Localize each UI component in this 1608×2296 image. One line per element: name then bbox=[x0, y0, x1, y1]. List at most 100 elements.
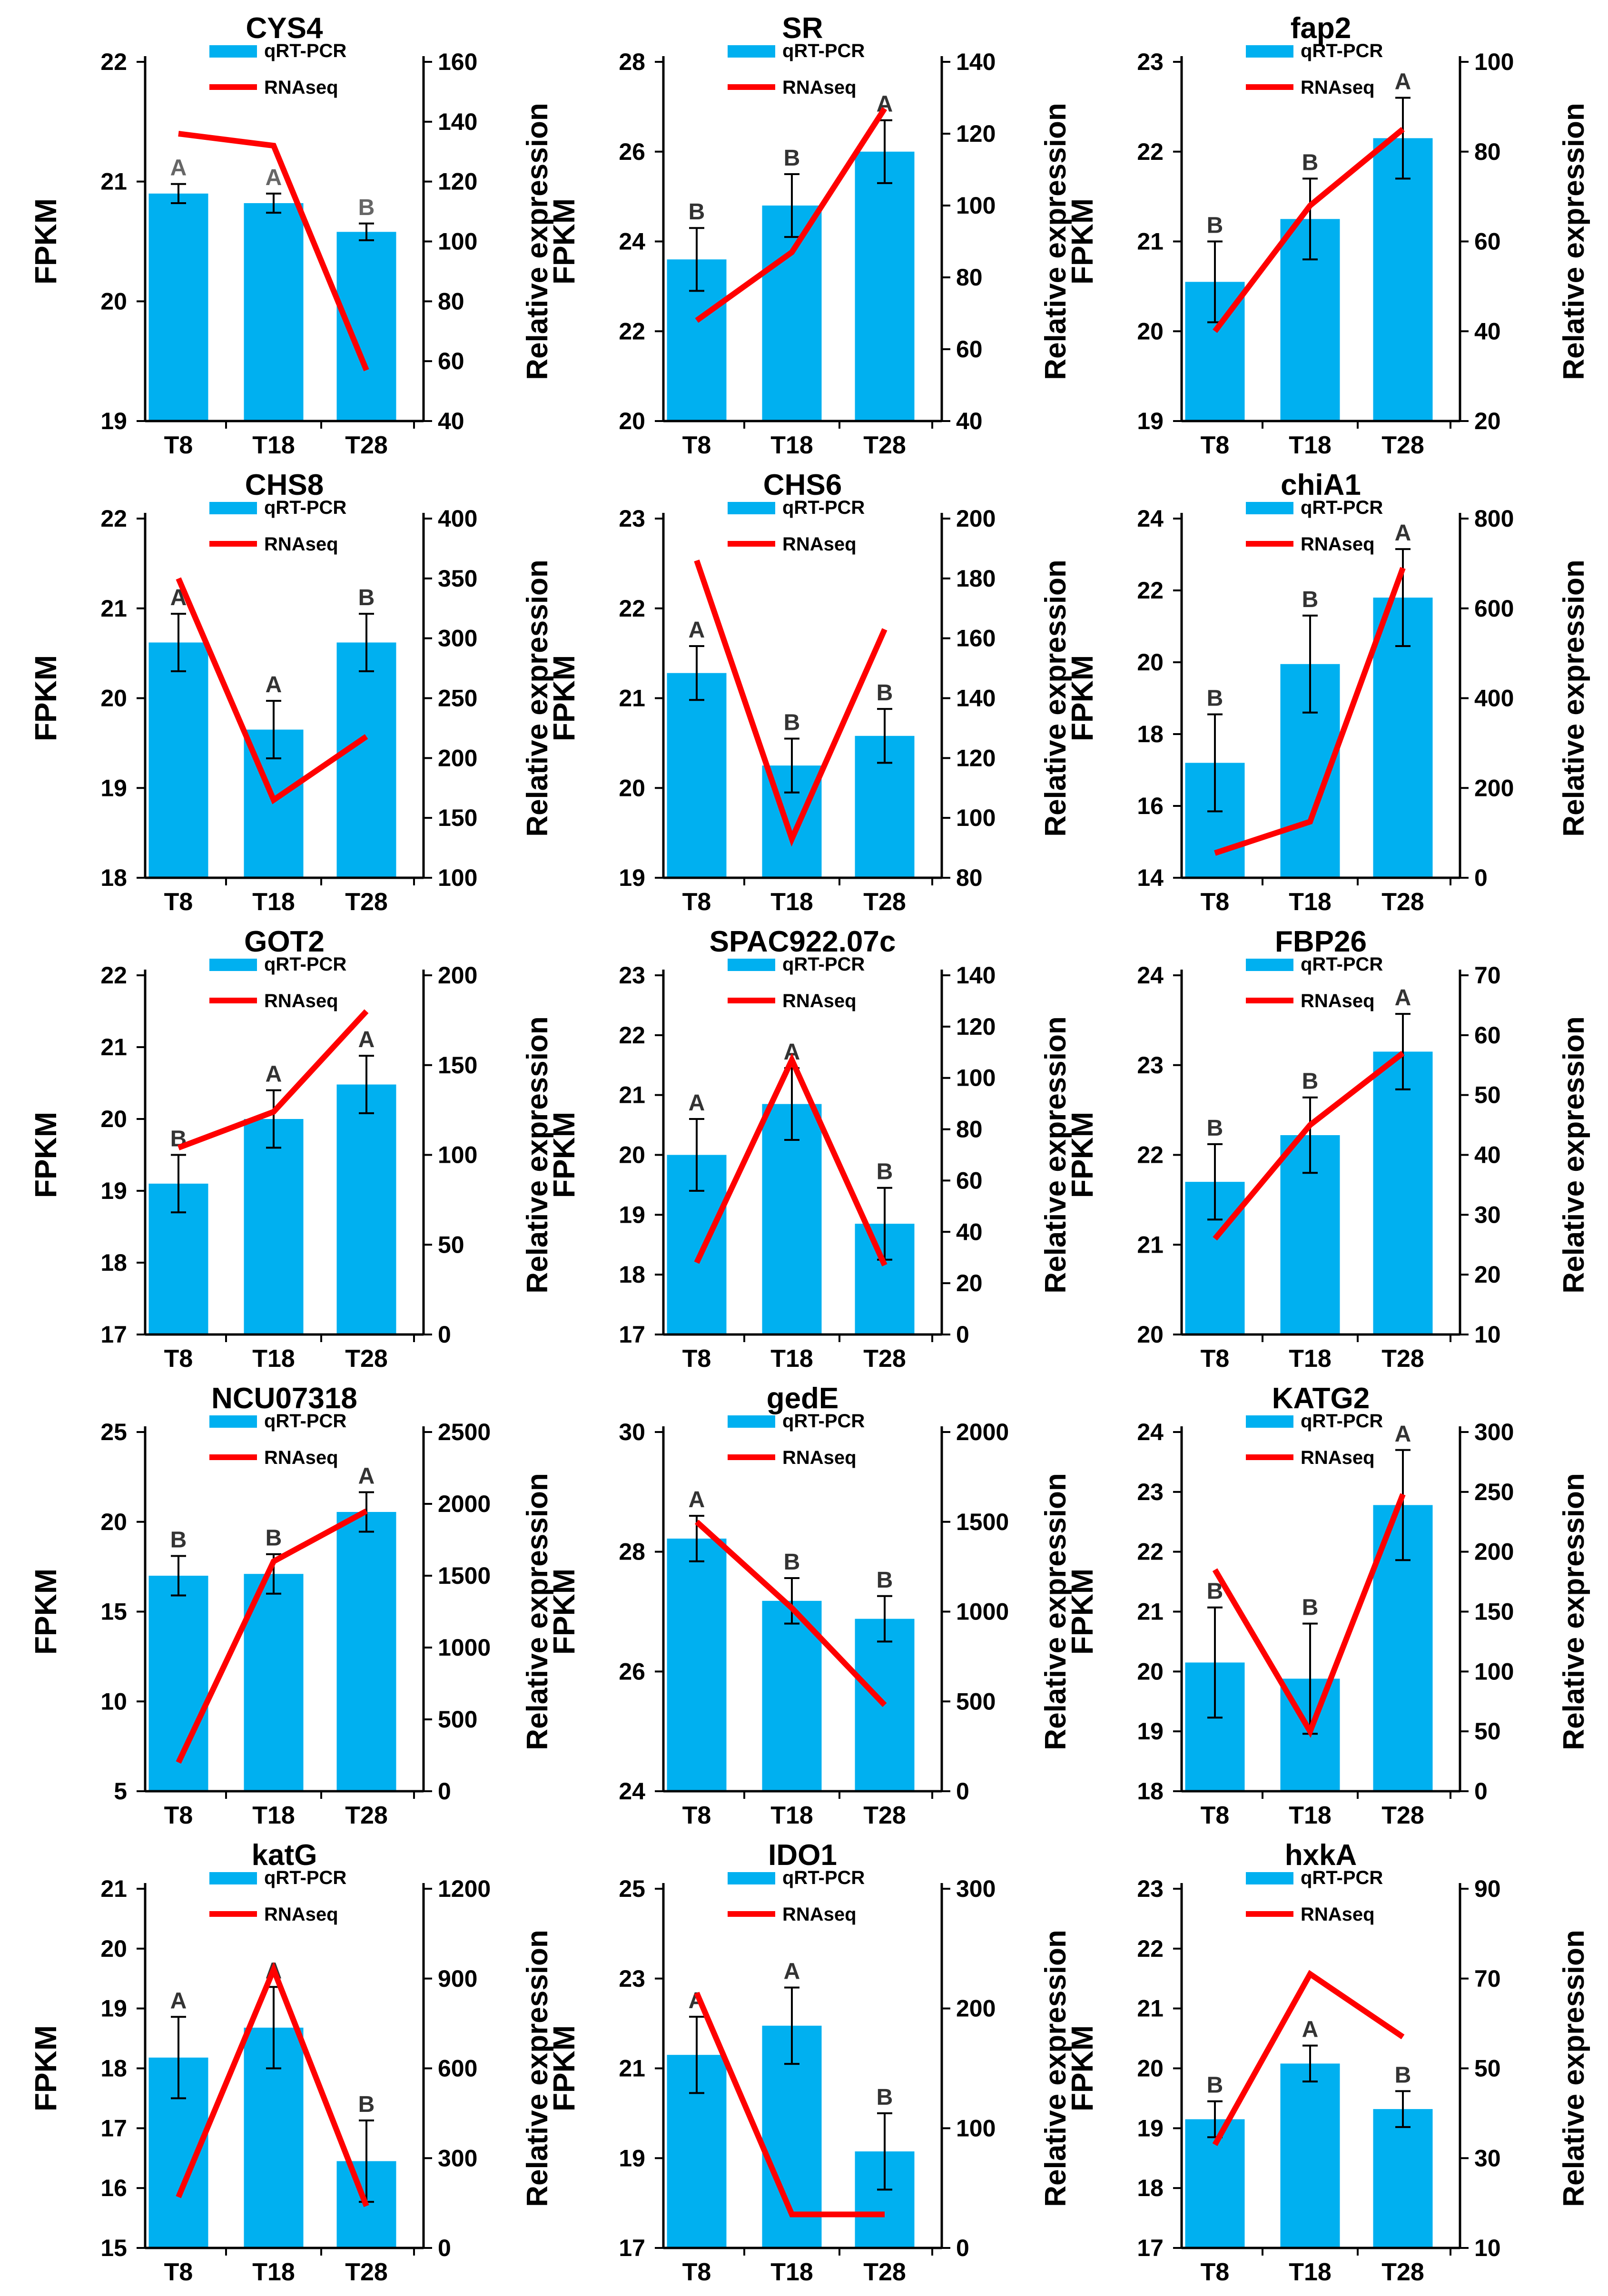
left-axis-label: FPKM bbox=[29, 655, 63, 741]
right-axis-label: Relative expression bbox=[1558, 1016, 1590, 1293]
left-axis-label: FPKM bbox=[1065, 1112, 1099, 1198]
bar bbox=[1373, 2109, 1433, 2248]
x-tick-label: T8 bbox=[1201, 432, 1230, 459]
right-tick-label: 120 bbox=[956, 1013, 996, 1040]
significance-letter: B bbox=[877, 680, 893, 706]
x-tick-label: T18 bbox=[1289, 1802, 1332, 1829]
x-tick-label: T18 bbox=[770, 1802, 813, 1829]
left-axis-label: FPKM bbox=[547, 655, 581, 741]
legend-label-bar: qRT-PCR bbox=[264, 1867, 346, 1888]
right-tick-label: 100 bbox=[1474, 1658, 1514, 1685]
legend-swatch-bar bbox=[209, 1872, 257, 1884]
right-tick-label: 1500 bbox=[438, 1562, 491, 1589]
right-tick-label: 0 bbox=[1474, 864, 1488, 891]
bar bbox=[1373, 138, 1433, 421]
bar bbox=[336, 1511, 396, 1791]
left-tick-label: 20 bbox=[1137, 1658, 1164, 1685]
right-tick-label: 70 bbox=[1474, 962, 1501, 989]
chart-title: FBP26 bbox=[1275, 925, 1367, 958]
left-tick-label: 20 bbox=[619, 408, 645, 434]
left-tick-label: 19 bbox=[1137, 408, 1164, 434]
right-tick-label: 160 bbox=[956, 625, 996, 652]
chart-title: SPAC922.07c bbox=[710, 925, 896, 958]
chart-panel-got2: GOT2qRT-PCRRNAseqBAA17181920212205010015… bbox=[29, 925, 554, 1373]
right-tick-label: 200 bbox=[956, 505, 996, 532]
significance-letter: B bbox=[689, 199, 705, 225]
right-tick-label: 30 bbox=[1474, 2145, 1501, 2171]
significance-letter: B bbox=[877, 2085, 893, 2110]
legend-swatch-bar bbox=[728, 45, 775, 58]
right-axis-label: Relative expression bbox=[1039, 1930, 1072, 2207]
legend-swatch-bar bbox=[728, 1872, 775, 1884]
right-tick-label: 100 bbox=[956, 805, 996, 831]
rnaseq-line bbox=[694, 1520, 887, 1707]
right-tick-label: 60 bbox=[1474, 1022, 1501, 1049]
right-tick-label: 200 bbox=[438, 745, 477, 771]
rnaseq-line bbox=[1213, 127, 1405, 333]
right-tick-label: 20 bbox=[1474, 408, 1501, 434]
left-tick-label: 23 bbox=[619, 505, 645, 532]
legend-label-line: RNAseq bbox=[264, 1447, 338, 1468]
left-tick-label: 18 bbox=[1137, 2175, 1164, 2201]
legend-label-bar: qRT-PCR bbox=[264, 954, 346, 975]
chart-title: IDO1 bbox=[768, 1839, 837, 1872]
left-axis-label: FPKM bbox=[29, 1569, 63, 1655]
right-tick-label: 600 bbox=[1474, 595, 1514, 622]
right-tick-label: 150 bbox=[1474, 1599, 1514, 1625]
left-tick-label: 23 bbox=[1137, 1875, 1164, 1902]
left-tick-label: 16 bbox=[1137, 793, 1164, 819]
left-tick-label: 10 bbox=[100, 1688, 127, 1715]
legend-label-bar: qRT-PCR bbox=[1301, 1411, 1383, 1432]
left-tick-label: 20 bbox=[1137, 318, 1164, 344]
right-tick-label: 200 bbox=[956, 1995, 996, 2022]
significance-letter: A bbox=[266, 1062, 282, 1087]
legend-swatch-bar bbox=[1246, 502, 1293, 514]
left-tick-label: 22 bbox=[100, 505, 127, 532]
left-tick-label: 26 bbox=[619, 138, 645, 165]
legend-label-line: RNAseq bbox=[782, 534, 857, 555]
legend-label-bar: qRT-PCR bbox=[264, 497, 346, 518]
left-axis-label: FPKM bbox=[547, 198, 581, 285]
x-tick-label: T28 bbox=[1381, 1802, 1424, 1829]
left-tick-label: 25 bbox=[100, 1419, 127, 1445]
left-tick-label: 26 bbox=[619, 1658, 645, 1685]
chart-title: hxkA bbox=[1285, 1839, 1357, 1872]
significance-letter: A bbox=[170, 156, 187, 181]
significance-letter: A bbox=[1395, 520, 1411, 546]
left-tick-label: 20 bbox=[100, 1106, 127, 1132]
significance-letter: B bbox=[1302, 150, 1319, 175]
left-axis-label: FPKM bbox=[29, 1112, 63, 1198]
legend-label-line: RNAseq bbox=[782, 1447, 857, 1468]
rnaseq-line bbox=[178, 131, 369, 372]
left-axis-label: FPKM bbox=[547, 1112, 581, 1198]
bar bbox=[762, 1104, 822, 1334]
x-tick-label: T18 bbox=[1289, 1345, 1332, 1373]
legend-swatch-bar bbox=[728, 1415, 775, 1428]
right-tick-label: 50 bbox=[1474, 2055, 1501, 2082]
left-tick-label: 24 bbox=[1137, 1419, 1164, 1445]
right-tick-label: 100 bbox=[1474, 49, 1514, 75]
significance-letter: B bbox=[784, 710, 800, 735]
left-tick-label: 17 bbox=[100, 2115, 127, 2141]
x-tick-label: T8 bbox=[164, 432, 193, 459]
significance-letter: A bbox=[358, 1463, 375, 1489]
right-axis-label: Relative expression bbox=[1039, 103, 1072, 380]
bar bbox=[336, 642, 396, 878]
significance-letter: A bbox=[784, 1959, 800, 1984]
right-tick-label: 100 bbox=[438, 1142, 477, 1168]
legend-label-bar: qRT-PCR bbox=[782, 497, 865, 518]
right-axis-label: Relative expression bbox=[1558, 103, 1590, 380]
chart-title: KATG2 bbox=[1272, 1382, 1370, 1415]
left-tick-label: 23 bbox=[619, 1965, 645, 1992]
right-tick-label: 40 bbox=[1474, 1142, 1501, 1168]
right-tick-label: 140 bbox=[438, 108, 477, 135]
significance-letter: A bbox=[266, 165, 282, 190]
left-tick-label: 19 bbox=[100, 1995, 127, 2022]
left-axis-label: FPKM bbox=[547, 1569, 581, 1655]
significance-letter: B bbox=[1302, 587, 1319, 612]
